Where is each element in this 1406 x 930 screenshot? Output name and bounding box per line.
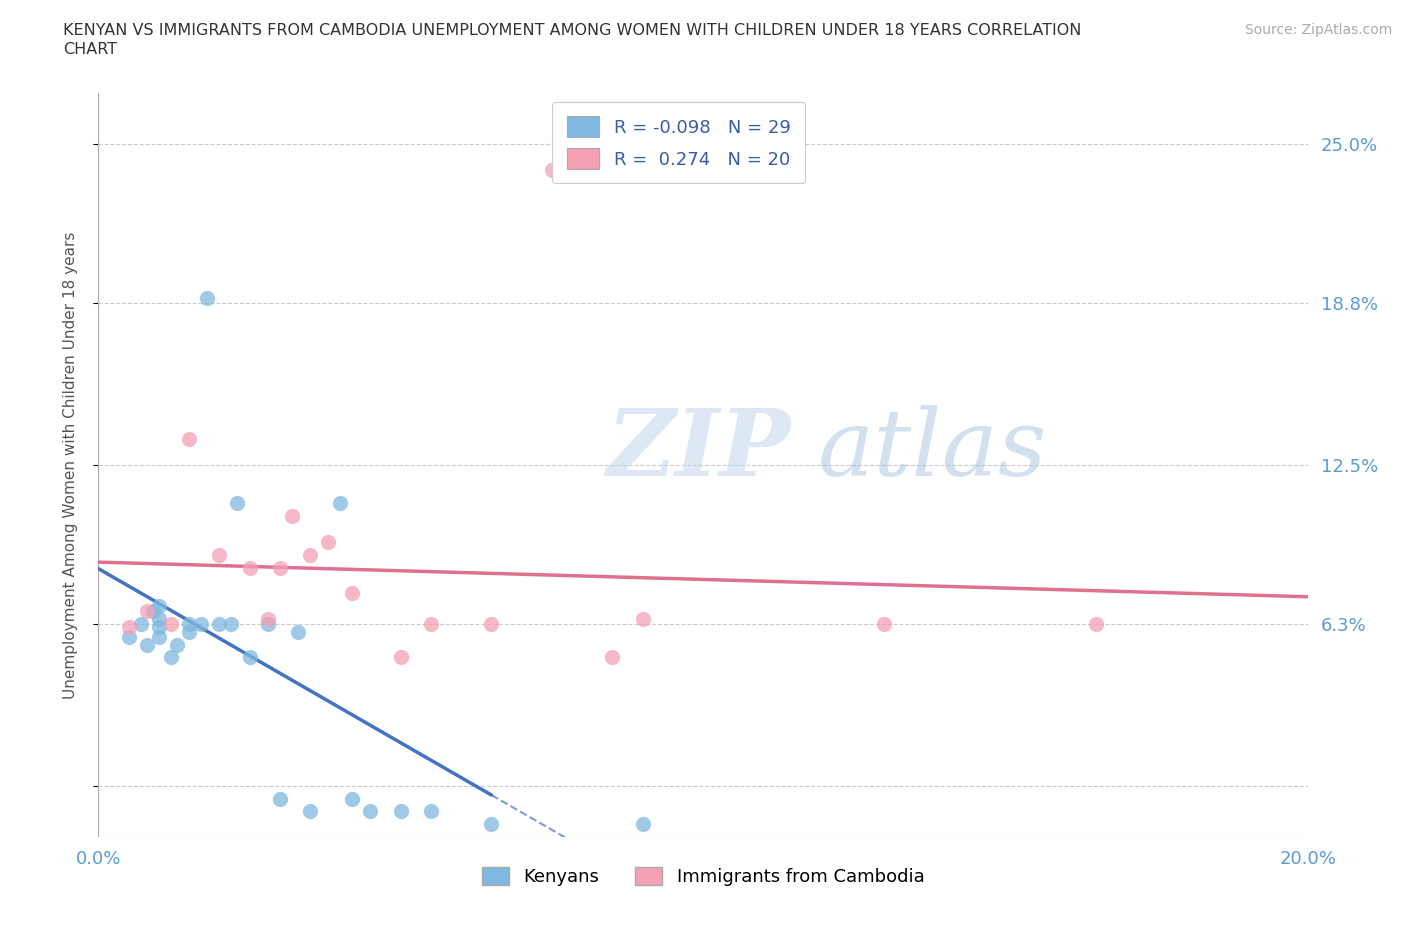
Point xyxy=(226,496,249,511)
Point xyxy=(118,619,141,634)
Point xyxy=(1085,617,1108,631)
Text: atlas: atlas xyxy=(818,405,1047,495)
Point xyxy=(118,630,141,644)
Point xyxy=(269,791,291,806)
Point xyxy=(208,548,231,563)
Point xyxy=(179,432,201,446)
Point xyxy=(239,560,262,575)
Point xyxy=(342,586,364,601)
Point xyxy=(631,612,654,627)
Point xyxy=(148,612,170,627)
Y-axis label: Unemployment Among Women with Children Under 18 years: Unemployment Among Women with Children U… xyxy=(63,232,77,698)
Point xyxy=(631,817,654,831)
Point xyxy=(148,630,170,644)
Point xyxy=(360,804,382,818)
Legend: Kenyans, Immigrants from Cambodia: Kenyans, Immigrants from Cambodia xyxy=(472,857,934,895)
Point xyxy=(135,637,157,652)
Point xyxy=(179,624,201,639)
Point xyxy=(420,617,443,631)
Point xyxy=(256,617,278,631)
Point xyxy=(208,617,231,631)
Point xyxy=(873,617,896,631)
Text: ZIP: ZIP xyxy=(606,405,790,495)
Point xyxy=(129,617,152,631)
Point xyxy=(329,496,352,511)
Text: KENYAN VS IMMIGRANTS FROM CAMBODIA UNEMPLOYMENT AMONG WOMEN WITH CHILDREN UNDER : KENYAN VS IMMIGRANTS FROM CAMBODIA UNEMP… xyxy=(63,23,1081,38)
Point xyxy=(299,548,322,563)
Text: CHART: CHART xyxy=(63,42,117,57)
Point xyxy=(142,604,165,618)
Point xyxy=(481,617,503,631)
Point xyxy=(602,650,624,665)
Point xyxy=(420,804,443,818)
Point xyxy=(481,817,503,831)
Point xyxy=(179,617,201,631)
Point xyxy=(540,163,562,178)
Point xyxy=(316,535,339,550)
Point xyxy=(148,599,170,614)
Point xyxy=(342,791,364,806)
Point xyxy=(135,604,157,618)
Point xyxy=(148,619,170,634)
Point xyxy=(166,637,188,652)
Point xyxy=(299,804,322,818)
Point xyxy=(190,617,212,631)
Point xyxy=(160,650,183,665)
Point xyxy=(389,650,412,665)
Point xyxy=(281,509,304,524)
Point xyxy=(195,291,218,306)
Point xyxy=(269,560,291,575)
Point xyxy=(221,617,243,631)
Point xyxy=(389,804,412,818)
Point xyxy=(239,650,262,665)
Point xyxy=(287,624,309,639)
Point xyxy=(160,617,183,631)
Point xyxy=(256,612,278,627)
Text: Source: ZipAtlas.com: Source: ZipAtlas.com xyxy=(1244,23,1392,37)
